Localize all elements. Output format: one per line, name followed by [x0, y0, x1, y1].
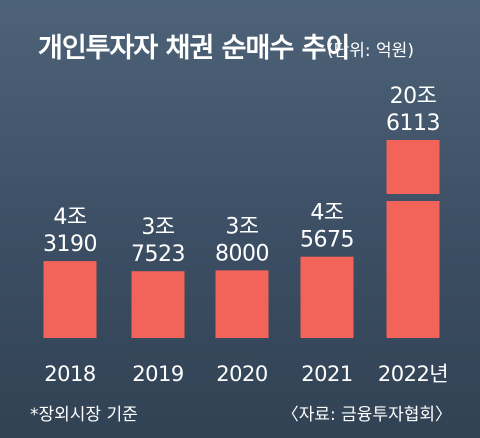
source-note: 〈자료: 금융투자협회〉	[282, 405, 452, 425]
bar-2018	[43, 261, 97, 338]
chart-title: 개인투자자 채권 순매수 추이	[38, 33, 349, 64]
value-label-2020-line2: 8000	[215, 241, 269, 266]
x-tick-2022년: 2022년	[378, 362, 448, 386]
value-label-2021-line1: 4조	[310, 201, 343, 226]
bars-group: 4조319020183조752320193조800020204조56752021…	[43, 84, 449, 386]
value-label-2018-line2: 3190	[43, 232, 97, 257]
value-label-2022년-line2: 6113	[386, 111, 440, 136]
x-tick-2019: 2019	[132, 362, 183, 386]
bar-2021	[300, 256, 354, 338]
bar-2022년-lower	[386, 201, 440, 338]
x-tick-2021: 2021	[301, 362, 352, 386]
x-tick-2018: 2018	[44, 362, 95, 386]
value-label-2019-line1: 3조	[141, 215, 174, 240]
value-label-2021-line2: 5675	[300, 228, 354, 253]
value-label-2018-line1: 4조	[53, 205, 86, 230]
bar-2022년-upper	[386, 140, 440, 194]
x-tick-2020: 2020	[216, 362, 267, 386]
bar-2019	[131, 271, 185, 338]
value-label-2022년-line1: 20조	[390, 84, 437, 109]
footnote: *장외시장 기준	[30, 405, 138, 425]
value-label-2020-line1: 3조	[225, 214, 258, 239]
value-label-2019-line2: 7523	[131, 242, 185, 267]
chart-unit: (단위: 억원)	[327, 41, 414, 61]
bar-2020	[215, 270, 269, 338]
